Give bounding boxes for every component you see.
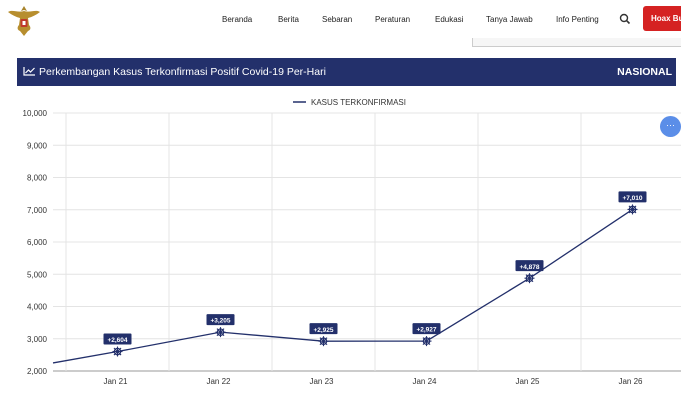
y-tick-label: 2,000 bbox=[27, 367, 48, 376]
svg-text:+3,205: +3,205 bbox=[210, 318, 230, 325]
y-tick-label: 9,000 bbox=[27, 141, 48, 150]
legend-label: KASUS TERKONFIRMASI bbox=[311, 98, 406, 107]
garuda-logo-icon[interactable] bbox=[6, 3, 42, 39]
data-label: +2,927 bbox=[412, 323, 441, 335]
more-options-button[interactable]: ··· bbox=[660, 116, 681, 137]
data-point[interactable] bbox=[627, 204, 638, 215]
y-tick-label: 6,000 bbox=[27, 238, 48, 247]
nav-berita[interactable]: Berita bbox=[278, 15, 299, 24]
x-tick-label: Jan 22 bbox=[206, 377, 231, 386]
x-tick-label: Jan 21 bbox=[103, 377, 128, 386]
data-label: +4,878 bbox=[515, 260, 544, 272]
y-tick-label: 3,000 bbox=[27, 335, 48, 344]
data-point[interactable] bbox=[524, 273, 535, 284]
svg-text:+2,925: +2,925 bbox=[313, 327, 333, 334]
x-tick-label: Jan 26 bbox=[618, 377, 643, 386]
nav-info-penting[interactable]: Info Penting bbox=[556, 15, 599, 24]
site-header: Beranda Berita Sebaran Peraturan Edukasi… bbox=[0, 0, 681, 47]
data-labels: +2,604 +3,205 +2,925 +2,927 +4,878 +7,010 bbox=[103, 191, 647, 345]
nav-peraturan[interactable]: Peraturan bbox=[375, 15, 411, 24]
data-label: +2,925 bbox=[309, 323, 338, 335]
svg-text:+2,604: +2,604 bbox=[107, 337, 127, 344]
nav-beranda[interactable]: Beranda bbox=[222, 15, 253, 24]
search-icon[interactable] bbox=[618, 12, 632, 26]
data-point[interactable] bbox=[112, 346, 123, 357]
svg-text:+2,927: +2,927 bbox=[416, 327, 436, 334]
data-points bbox=[112, 204, 638, 357]
nav-edukasi[interactable]: Edukasi bbox=[435, 15, 464, 24]
data-label: +3,205 bbox=[206, 314, 235, 326]
x-tick-label: Jan 24 bbox=[412, 377, 437, 386]
data-point[interactable] bbox=[318, 336, 329, 347]
chart-grid bbox=[53, 112, 681, 372]
search-dropdown-edge bbox=[472, 38, 681, 47]
series-line-kasus-terkonfirmasi bbox=[52, 208, 633, 364]
svg-text:+4,878: +4,878 bbox=[519, 264, 539, 271]
chart-title: Perkembangan Kasus Terkonfirmasi Positif… bbox=[39, 66, 326, 78]
daily-cases-chart: 2,000 3,000 4,000 5,000 6,000 7,000 8,000 9,000… bbox=[23, 98, 681, 386]
chart-title-banner: Perkembangan Kasus Terkonfirmasi Positif… bbox=[17, 58, 676, 86]
nav-sebaran[interactable]: Sebaran bbox=[322, 15, 353, 24]
data-point[interactable] bbox=[215, 327, 226, 338]
hoax-buster-button[interactable]: Hoax Bu bbox=[643, 6, 681, 31]
x-tick-label: Jan 25 bbox=[515, 377, 540, 386]
data-label: +2,604 bbox=[103, 333, 132, 345]
y-tick-label: 8,000 bbox=[27, 174, 48, 183]
chart-legend[interactable]: KASUS TERKONFIRMASI bbox=[293, 98, 406, 107]
y-tick-label: 5,000 bbox=[27, 270, 48, 279]
x-tick-label: Jan 23 bbox=[309, 377, 334, 386]
line-chart-icon bbox=[23, 67, 35, 76]
region-label[interactable]: NASIONAL bbox=[617, 66, 672, 78]
y-axis-ticks: 2,000 3,000 4,000 5,000 6,000 7,000 8,000 9,000… bbox=[23, 109, 48, 376]
x-axis-ticks: Jan 21 Jan 22 Jan 23 Jan 24 Jan 25 Jan 26 bbox=[103, 377, 643, 386]
y-tick-label: 10,000 bbox=[23, 109, 48, 118]
y-tick-label: 4,000 bbox=[27, 303, 48, 312]
nav-tanya-jawab[interactable]: Tanya Jawab bbox=[486, 15, 533, 24]
svg-text:+7,010: +7,010 bbox=[622, 195, 642, 202]
data-point[interactable] bbox=[421, 336, 432, 347]
data-label: +7,010 bbox=[618, 191, 647, 203]
y-tick-label: 7,000 bbox=[27, 206, 48, 215]
